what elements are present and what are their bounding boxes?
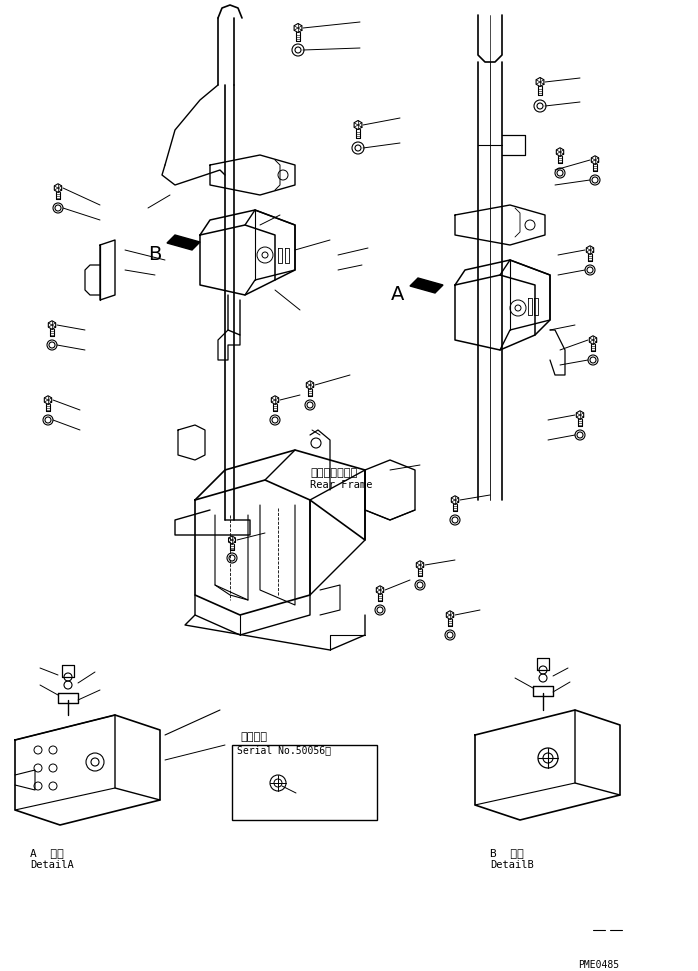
Text: DetailB: DetailB xyxy=(490,860,534,870)
Polygon shape xyxy=(167,235,200,250)
Text: B: B xyxy=(148,246,162,264)
Text: DetailA: DetailA xyxy=(30,860,74,870)
Text: Serial No.50056～: Serial No.50056～ xyxy=(237,745,331,755)
Text: PME0485: PME0485 xyxy=(578,960,619,970)
Text: A  詳細: A 詳細 xyxy=(30,848,64,858)
Text: リヤーフレーム: リヤーフレーム xyxy=(310,468,357,478)
Text: A: A xyxy=(392,285,405,305)
Polygon shape xyxy=(410,278,443,293)
Bar xyxy=(232,745,377,820)
Text: B  詳細: B 詳細 xyxy=(490,848,524,858)
Text: 適用号機: 適用号機 xyxy=(240,732,267,742)
Text: Rear Frame: Rear Frame xyxy=(310,480,373,490)
